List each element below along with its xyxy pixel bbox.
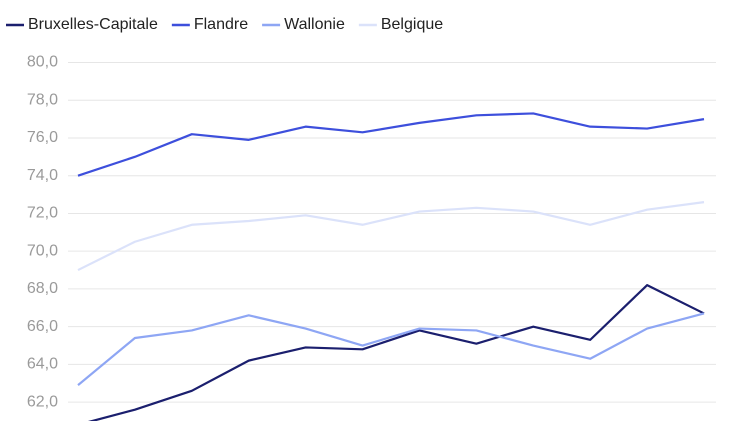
legend-label: Wallonie xyxy=(284,16,345,33)
y-tick-label: 76,0 xyxy=(27,129,58,146)
y-tick-label: 66,0 xyxy=(27,318,58,335)
y-tick-label: 68,0 xyxy=(27,280,58,297)
y-tick-label: 78,0 xyxy=(27,91,58,108)
legend-label: Bruxelles-Capitale xyxy=(28,16,158,33)
y-tick-label: 72,0 xyxy=(27,205,58,222)
series-line xyxy=(87,284,705,421)
legend-label: Flandre xyxy=(194,16,248,33)
y-tick-label: 80,0 xyxy=(27,54,58,71)
series-line xyxy=(77,312,705,386)
series-line xyxy=(77,201,705,272)
legend-label: Belgique xyxy=(381,16,443,33)
grid: 62,0 64,0 66,0 68,0 70,0 72,0 74,0 76,0 78,0 80,0 xyxy=(27,54,716,410)
series-line xyxy=(77,112,705,177)
y-tick-label: 70,0 xyxy=(27,242,58,259)
y-tick-label: 74,0 xyxy=(27,167,58,184)
y-tick-label: 62,0 xyxy=(27,393,58,410)
plot xyxy=(77,112,705,421)
y-tick-label: 64,0 xyxy=(27,356,58,373)
legend: Bruxelles-Capitale Flandre Wallonie Belgiqu… xyxy=(6,16,443,33)
